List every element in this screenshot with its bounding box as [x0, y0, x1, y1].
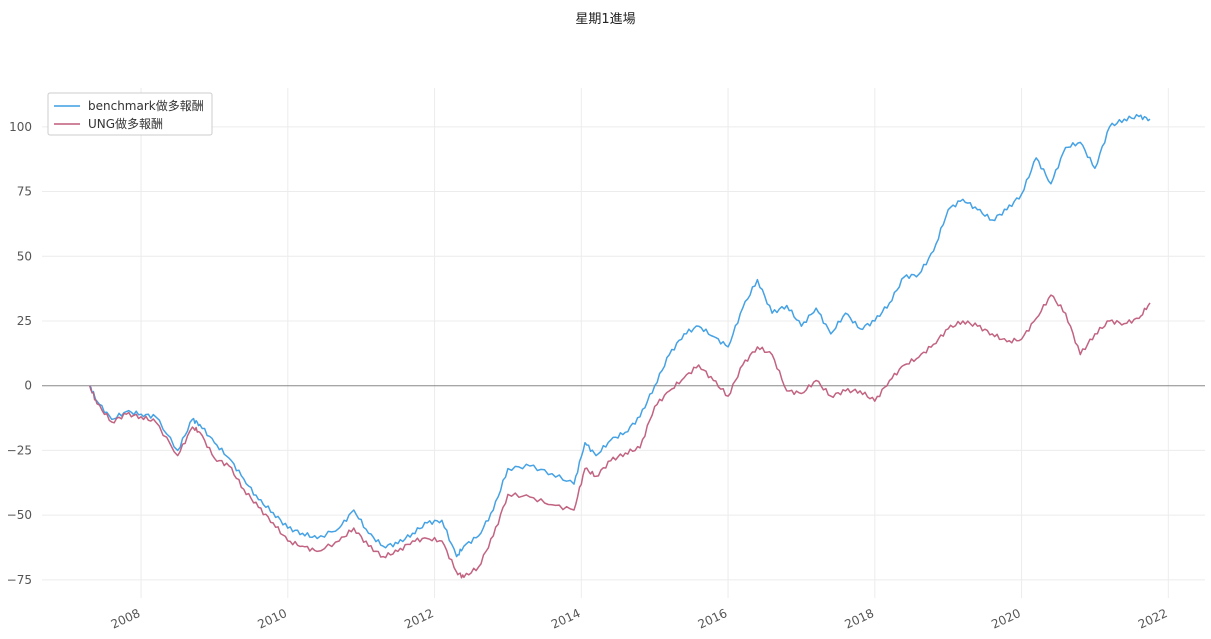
y-tick-labels: 100 75 50 25 0 −25 −50 −75: [7, 120, 32, 587]
y-tick-label: 25: [17, 314, 32, 328]
y-tick-label: −75: [7, 573, 32, 587]
y-tick-label: 50: [17, 249, 32, 263]
series-line-1: [88, 294, 1151, 579]
y-tick-label: 75: [17, 185, 32, 199]
y-tick-label: −50: [7, 508, 32, 522]
x-tick-label: 2008: [109, 606, 143, 632]
x-tick-label: 2022: [1136, 606, 1170, 632]
x-tick-label: 2016: [696, 606, 730, 632]
grid-lines: [42, 88, 1205, 598]
x-tick-label: 2014: [549, 606, 583, 632]
y-tick-label: 0: [24, 379, 32, 393]
x-tick-label: 2010: [255, 606, 289, 632]
legend-label: benchmark做多報酬: [88, 98, 204, 113]
series-lines: [88, 113, 1151, 579]
x-tick-label: 2018: [842, 606, 876, 632]
series-line-0: [89, 113, 1151, 558]
y-tick-label: 100: [9, 120, 32, 134]
x-tick-label: 2020: [989, 606, 1023, 632]
legend: benchmark做多報酬 UNG做多報酬: [47, 92, 213, 136]
x-tick-labels: 2008 2010 2012 2014 2016 2018 2020 2022: [109, 606, 1170, 632]
chart-title: 星期1進場: [575, 12, 636, 27]
x-tick-label: 2012: [402, 606, 436, 632]
legend-label: UNG做多報酬: [88, 116, 163, 131]
y-tick-label: −25: [7, 443, 32, 457]
legend-box: [47, 92, 213, 136]
